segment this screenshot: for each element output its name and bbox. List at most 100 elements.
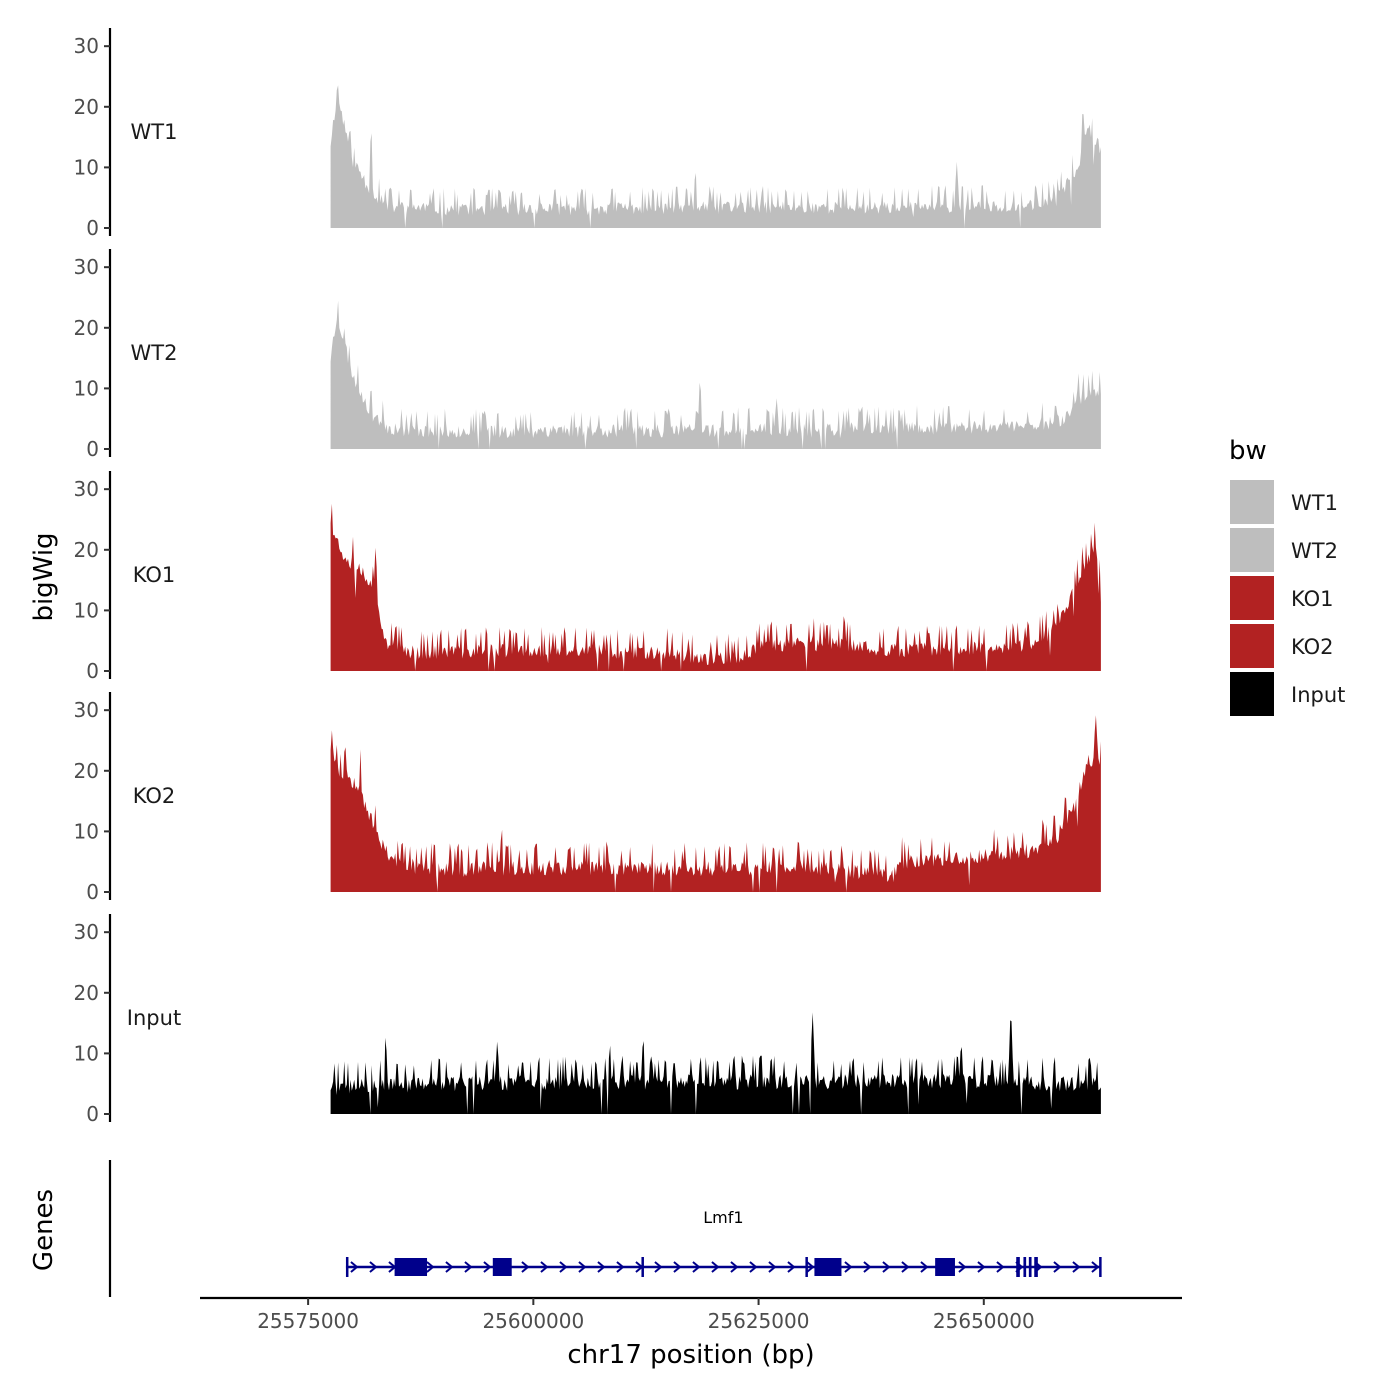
track-ko1: 0 10 20 30 KO1 [74, 471, 1101, 683]
x-tick-label: 25625000 [708, 1309, 810, 1333]
y-tick-label: 0 [86, 1102, 99, 1126]
x-tick-label: 25575000 [257, 1309, 359, 1333]
legend-label: WT2 [1291, 539, 1338, 563]
strand-arrow [882, 1261, 891, 1273]
track-wt2: 0 10 20 30 WT2 [74, 249, 1101, 461]
legend-label: Input [1291, 683, 1345, 707]
coverage-area-ko2 [330, 715, 1101, 892]
gene-track: Lmf1 [108, 1160, 1102, 1297]
y-tick-label: 20 [74, 538, 99, 562]
legend: bw WT1 WT2 KO1 KO2 Input [1229, 436, 1345, 716]
y-tick-label: 20 [74, 95, 99, 119]
x-axis: 25575000 25600000 25625000 25650000 [200, 1296, 1182, 1333]
y-tick-label: 0 [86, 216, 99, 240]
legend-label: WT1 [1291, 491, 1338, 515]
y-tick-label: 0 [86, 880, 99, 904]
x-tick-label: 25600000 [482, 1309, 584, 1333]
legend-swatch [1230, 480, 1274, 524]
track-ko2: 0 10 20 30 KO2 [74, 692, 1101, 904]
y-tick-label: 20 [74, 981, 99, 1005]
y-tick-label: 10 [74, 376, 99, 400]
strand-arrow [578, 1261, 587, 1273]
strand-arrow [1053, 1261, 1062, 1273]
exon [1028, 1257, 1032, 1277]
exon [492, 1258, 512, 1276]
y-tick-label: 10 [74, 819, 99, 843]
strand-arrow [483, 1261, 492, 1273]
strand-arrow [711, 1261, 720, 1273]
y-axis-title: bigWig [29, 532, 59, 621]
x-axis-title: chr17 position (bp) [567, 1340, 814, 1370]
coverage-area-ko1 [330, 503, 1101, 671]
legend-label: KO1 [1291, 587, 1334, 611]
legend-swatch [1230, 576, 1274, 620]
y-tick-label: 20 [74, 759, 99, 783]
strand-arrow [787, 1261, 796, 1273]
x-tick-label: 25650000 [933, 1309, 1035, 1333]
coverage-area-wt2 [330, 300, 1101, 449]
genes-axis-title: Genes [29, 1189, 59, 1271]
y-tick-label: 10 [74, 598, 99, 622]
legend-title: bw [1229, 436, 1267, 466]
strand-arrow [464, 1261, 473, 1273]
y-tick-label: 30 [74, 920, 99, 944]
strand-arrow [692, 1261, 701, 1273]
strand-arrow [673, 1261, 682, 1273]
legend-swatch [1230, 624, 1274, 668]
track-label: Input [127, 1006, 181, 1030]
exon [1099, 1257, 1102, 1277]
strand-arrow [977, 1261, 986, 1273]
track-label: WT1 [131, 120, 178, 144]
strand-arrow [426, 1261, 435, 1273]
legend-swatch [1230, 672, 1274, 716]
coverage-area-input [330, 1012, 1101, 1114]
track-label: KO1 [133, 563, 176, 587]
track-label: KO2 [133, 784, 176, 808]
y-tick-label: 10 [74, 1041, 99, 1065]
strand-arrow [996, 1261, 1005, 1273]
exon [345, 1257, 349, 1277]
track-input: 0 10 20 30 Input [74, 914, 1101, 1126]
legend-entry-wt2: WT2 [1230, 528, 1338, 572]
legend-swatch [1230, 528, 1274, 572]
strand-arrow [920, 1261, 929, 1273]
strand-arrow [768, 1261, 777, 1273]
gene-lmf1: Lmf1 [345, 1208, 1102, 1277]
coverage-area-wt1 [330, 85, 1101, 228]
y-tick-label: 20 [74, 316, 99, 340]
exon [805, 1257, 808, 1277]
track-wt1: 0 10 20 30 WT1 [74, 28, 1101, 240]
strand-arrow [863, 1261, 872, 1273]
strand-arrow [369, 1261, 378, 1273]
legend-entry-ko2: KO2 [1230, 624, 1334, 668]
strand-arrow [445, 1261, 454, 1273]
strand-arrow [540, 1261, 549, 1273]
strand-arrow [958, 1261, 967, 1273]
strand-arrow [1072, 1261, 1081, 1273]
legend-entry-wt1: WT1 [1230, 480, 1338, 524]
y-tick-label: 0 [86, 659, 99, 683]
strand-arrow [844, 1261, 853, 1273]
exon [641, 1257, 644, 1277]
gene-label: Lmf1 [703, 1208, 743, 1227]
strand-arrow [616, 1261, 625, 1273]
y-tick-label: 30 [74, 477, 99, 501]
strand-arrow [901, 1261, 910, 1273]
bigwig-tracks: 0 10 20 30 WT1 0 10 20 30 WT2 0 10 20 30 KO1 0 10 20 30 KO2… [74, 28, 1101, 1126]
legend-entry-input: Input [1230, 672, 1345, 716]
strand-arrow [654, 1261, 663, 1273]
strand-arrow [749, 1261, 758, 1273]
exon [1023, 1257, 1027, 1277]
strand-arrow [1091, 1261, 1100, 1273]
strand-arrow [806, 1261, 815, 1273]
y-tick-label: 30 [74, 34, 99, 58]
y-tick-label: 30 [74, 255, 99, 279]
y-tick-label: 0 [86, 437, 99, 461]
y-tick-label: 10 [74, 155, 99, 179]
exon [394, 1258, 428, 1276]
strand-arrow [597, 1261, 606, 1273]
strand-arrow [350, 1261, 359, 1273]
exon [814, 1258, 842, 1276]
y-tick-label: 30 [74, 698, 99, 722]
